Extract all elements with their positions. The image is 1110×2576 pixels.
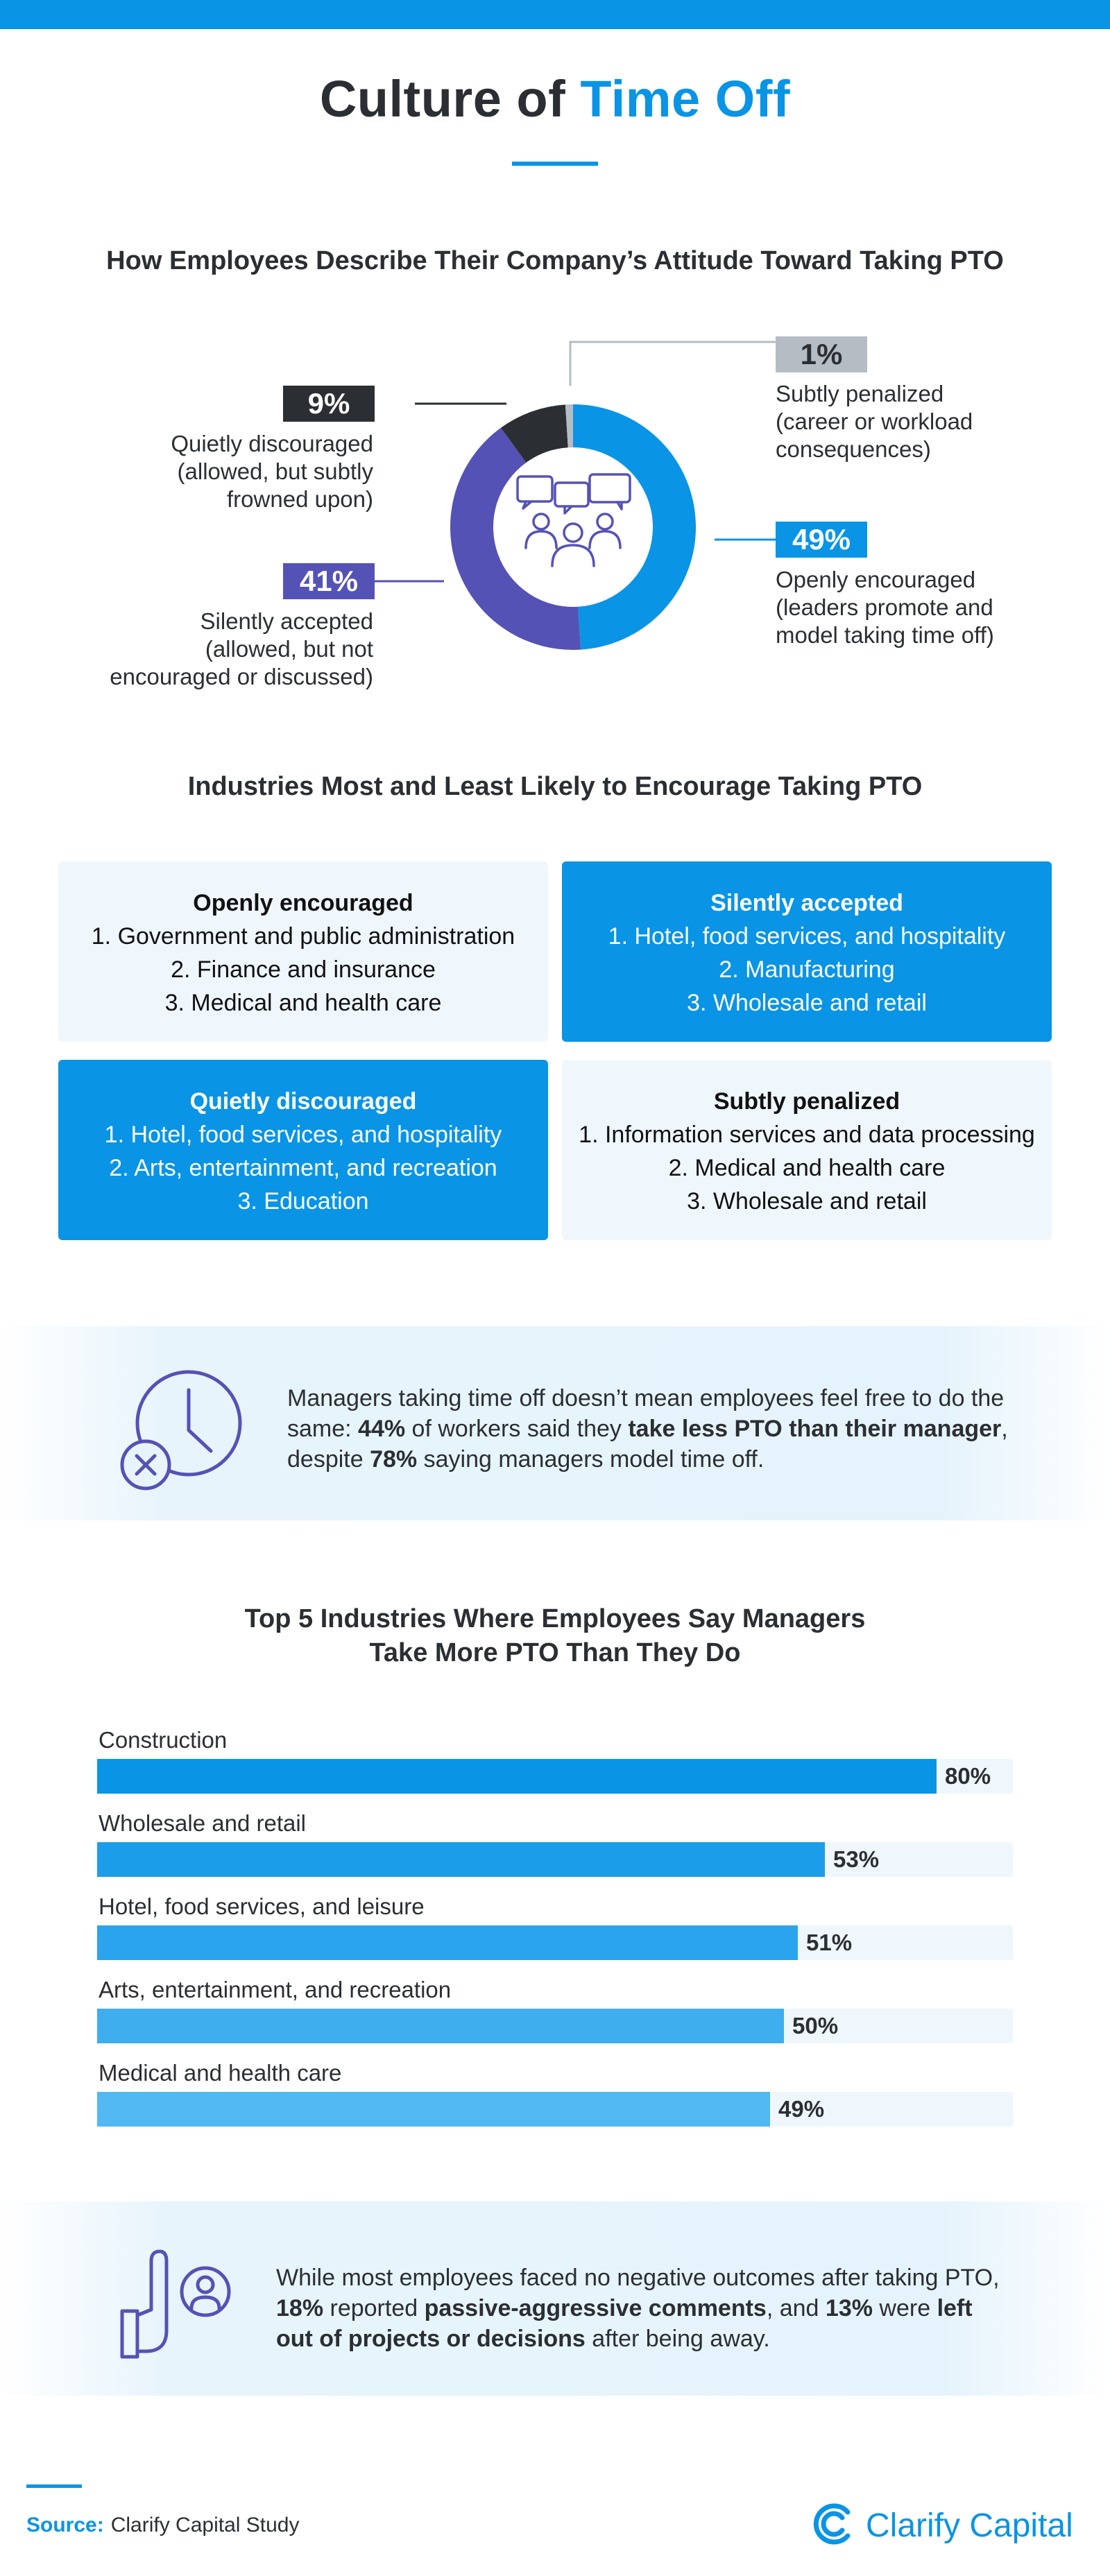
connector-penalized: [569, 341, 776, 386]
donut-slice-quietly: [500, 404, 569, 463]
bar-category-label: Arts, entertainment, and recreation: [99, 1977, 452, 2002]
attitude-donut-chart: 1% Subtly penalized (career or workload …: [0, 312, 1110, 728]
pct-tag-silently: 41%: [283, 563, 375, 599]
people-chat-icon: [516, 473, 631, 567]
card-item: 2. Arts, entertainment, and recreation: [109, 1155, 497, 1181]
bar-fill: [97, 1759, 937, 1794]
title-underline: [512, 162, 598, 166]
card-item: 3. Medical and health care: [164, 990, 442, 1016]
brand-mark-icon: [813, 2503, 851, 2545]
desc-quietly: Quietly discouraged (allowed, but subtly…: [171, 431, 373, 512]
card-item: 3. Wholesale and retail: [687, 990, 927, 1016]
bar-category-label: Medical and health care: [99, 2060, 342, 2086]
card-item: 2. Finance and insurance: [171, 956, 436, 983]
callout-managers-text: Managers taking time off doesn’t mean em…: [287, 1385, 1008, 1472]
page-title: Culture of Time Off: [319, 70, 791, 128]
bar-fill: [97, 1842, 825, 1877]
desc-penalized: Subtly penalized (career or workload con…: [776, 381, 973, 462]
bar-value-label: 51%: [806, 1930, 853, 1955]
card-item: 1. Hotel, food services, and hospitality: [608, 923, 1006, 950]
card-heading: Openly encouraged: [193, 890, 413, 916]
hand-user-icon: [120, 2249, 231, 2359]
bar-category-label: Wholesale and retail: [99, 1810, 306, 1836]
donut-svg: [371, 341, 776, 650]
card-item: 1. Government and public administration: [91, 923, 515, 950]
industries-section-title: Industries Most and Least Likely to Enco…: [187, 772, 923, 801]
desc-encouraged: Openly encouraged (leaders promote and m…: [776, 567, 994, 648]
callout-outcomes-text: While most employees faced no negative o…: [276, 2265, 1000, 2352]
bar-category-label: Construction: [99, 1727, 228, 1753]
card-heading: Quietly discouraged: [189, 1088, 417, 1115]
bar-value-label: 53%: [833, 1846, 880, 1872]
footer-rule: [26, 2484, 82, 2488]
bar-fill: [97, 2092, 770, 2127]
card-silently-accepted: Silently accepted 1. Hotel, food service…: [562, 861, 1052, 1042]
card-subtly-penalized: Subtly penalized 1. Information services…: [562, 1060, 1052, 1240]
card-item: 2. Medical and health care: [668, 1155, 946, 1181]
bar-fill: [97, 2009, 784, 2043]
card-item: 1. Hotel, food services, and hospitality: [104, 1122, 502, 1148]
pct-tag-penalized: 1%: [776, 336, 867, 372]
source-credit: Source: Clarify Capital Study: [26, 2514, 300, 2536]
bar-value-label: 80%: [945, 1763, 991, 1789]
donut-slice-encouraged: [572, 404, 696, 650]
pct-tag-quietly: 9%: [283, 386, 375, 422]
card-item: 1. Information services and data process…: [579, 1122, 1035, 1148]
bar-value-label: 49%: [778, 2096, 825, 2122]
top-accent-bar: [0, 0, 1110, 29]
bar-fill: [97, 1925, 798, 1960]
brand-name: Clarify Capital: [866, 2507, 1073, 2544]
callout-managers: Managers taking time off doesn’t mean em…: [0, 1326, 1110, 1520]
attitude-section-title: How Employees Describe Their Company’s A…: [106, 246, 1004, 275]
callout-outcomes: While most employees faced no negative o…: [0, 2201, 1110, 2396]
card-item: 3. Wholesale and retail: [687, 1188, 927, 1214]
donut-slice-silently: [450, 427, 581, 650]
desc-silently: Silently accepted (allowed, but not enco…: [110, 608, 373, 689]
clock-cancel-icon: [120, 1370, 242, 1491]
card-heading: Subtly penalized: [713, 1088, 900, 1115]
card-openly-encouraged: Openly encouraged 1. Government and publ…: [58, 861, 548, 1042]
card-item: 2. Manufacturing: [719, 956, 895, 983]
card-heading: Silently accepted: [710, 890, 903, 916]
managers-section-title: Top 5 Industries Where Employees Say Man…: [244, 1604, 866, 1668]
pct-tag-encouraged: 49%: [776, 522, 867, 558]
card-quietly-discouraged: Quietly discouraged 1. Hotel, food servi…: [58, 1060, 548, 1240]
bar-category-label: Hotel, food services, and leisure: [99, 1894, 425, 1919]
bar-value-label: 50%: [792, 2013, 839, 2038]
card-item: 3. Education: [237, 1188, 369, 1214]
